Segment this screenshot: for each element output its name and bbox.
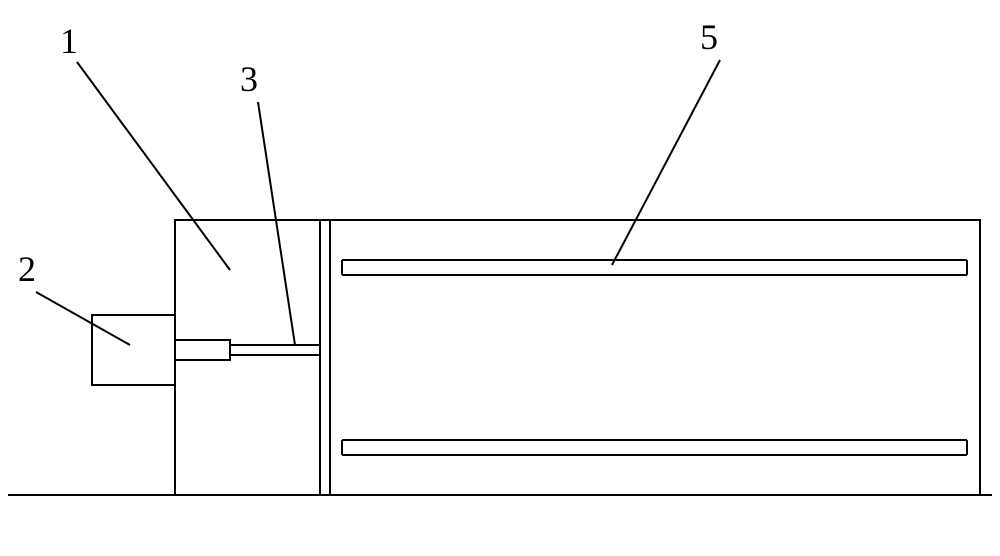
right-block	[330, 220, 980, 495]
main-box	[175, 220, 330, 495]
shaft	[230, 345, 320, 355]
cylinder	[175, 340, 230, 360]
diagram-svg	[0, 0, 1000, 556]
leader-5	[612, 60, 720, 265]
engineering-diagram: 1 2 3 5	[0, 0, 1000, 556]
small-left-box	[92, 315, 175, 385]
leader-2	[36, 292, 130, 345]
leader-1	[77, 62, 230, 270]
leader-3	[258, 102, 295, 345]
